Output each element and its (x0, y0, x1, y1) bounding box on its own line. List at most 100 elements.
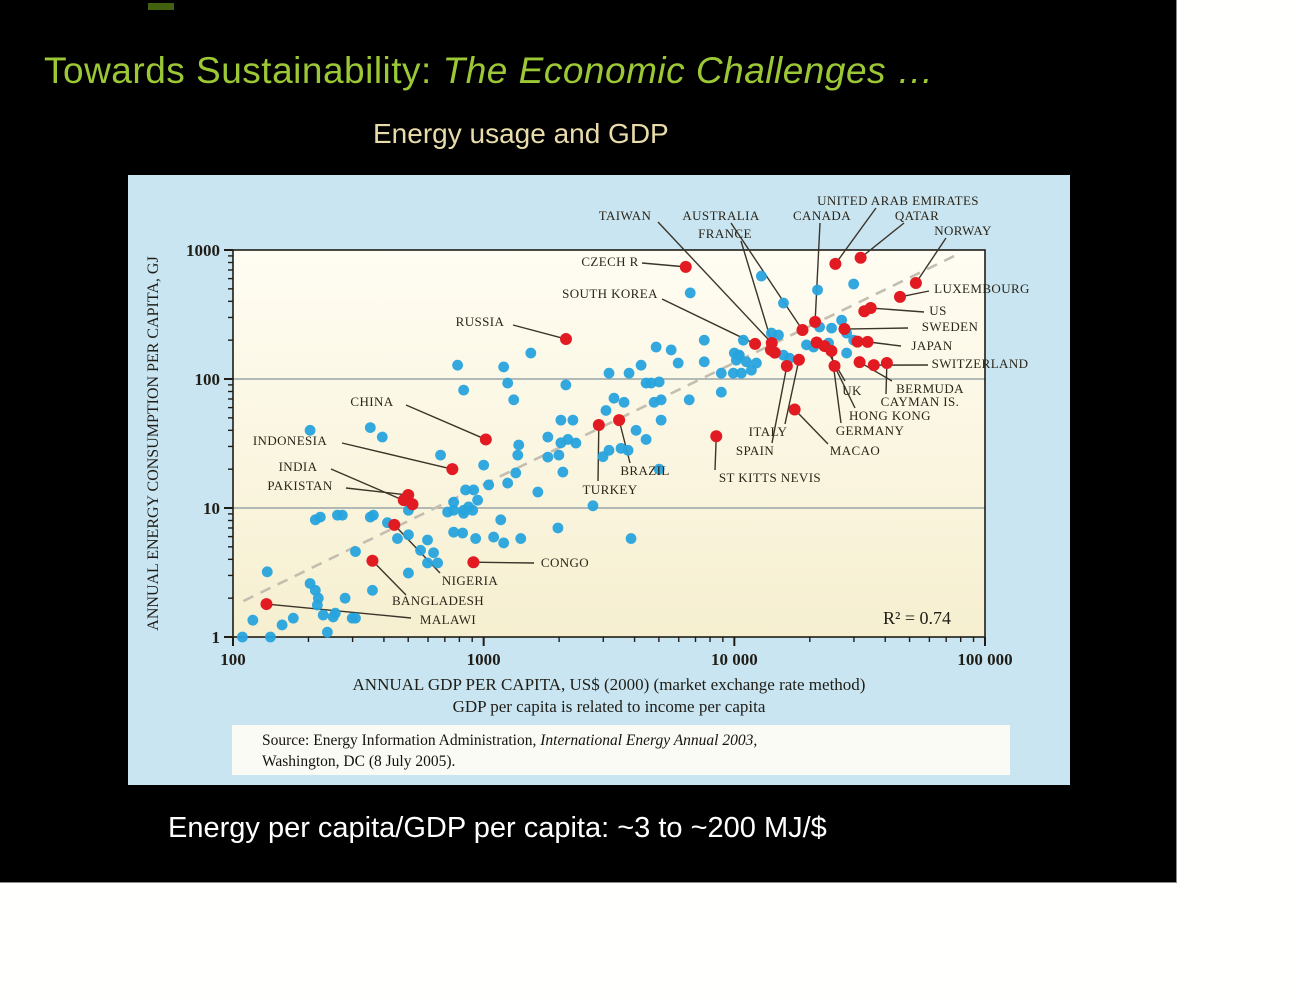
data-point-blue (287, 612, 299, 624)
country-label: LUXEMBOURG (934, 281, 1030, 296)
leader-line (860, 222, 905, 259)
data-point-blue (750, 357, 762, 369)
data-point-brazil (613, 414, 626, 427)
data-point-blue (470, 533, 482, 544)
data-point-blue (848, 278, 860, 290)
data-point-st-kitts-nevis (710, 430, 723, 443)
data-point-blue (653, 376, 665, 388)
data-point-france (768, 346, 781, 359)
data-point-blue (247, 614, 259, 626)
data-point-blue (698, 356, 710, 368)
data-point-blue (555, 414, 567, 426)
leader-line (915, 237, 947, 284)
data-point-blue (542, 431, 554, 443)
data-point-blue (756, 270, 767, 282)
country-label: GERMANY (836, 423, 905, 438)
country-label: JAPAN (911, 338, 952, 353)
country-label: UK (842, 383, 862, 398)
country-label: SOUTH KOREA (562, 286, 658, 301)
country-label: UNITED ARAB EMIRATES (817, 193, 979, 208)
data-point-blue (261, 566, 273, 578)
country-label: CONGO (541, 555, 589, 570)
data-point-blue (655, 394, 667, 406)
data-point-blue (597, 451, 609, 463)
x-tick-label: 100 000 (957, 650, 1012, 669)
data-point-pakistan (402, 489, 415, 502)
leader-line (618, 419, 631, 464)
data-point-united-arab-emirates (829, 257, 842, 270)
data-point-blue (415, 544, 426, 556)
x-axis-label: ANNUAL GDP PER CAPITA, US$ (2000) (marke… (353, 675, 866, 694)
data-point-turkey (592, 418, 605, 431)
data-point-blue (472, 494, 484, 506)
data-point-blue (730, 354, 742, 366)
leader-line (814, 222, 821, 322)
data-point-blue (553, 449, 565, 461)
data-point-blue (655, 414, 667, 426)
data-point-blue (683, 394, 695, 406)
leader-line (641, 262, 686, 268)
data-point-blue (460, 484, 471, 496)
data-point-blue (740, 356, 752, 368)
data-point-congo (467, 556, 480, 569)
chart-figure: 100 1000 10 000 100 000 1 10 100 1000 ANNUAL GDP… (128, 175, 1070, 785)
data-point-blue (532, 486, 544, 498)
data-point-blue (403, 529, 414, 541)
country-label: ITALY (749, 424, 788, 439)
data-point-spain (780, 360, 793, 373)
data-point-blue (836, 314, 848, 326)
leader-line (371, 560, 407, 596)
data-point-blue (623, 367, 635, 379)
leader-line (341, 442, 453, 470)
data-point-blue (468, 484, 480, 496)
leader-line (784, 359, 800, 425)
leader-line (657, 221, 773, 344)
data-point-blue (317, 609, 329, 621)
data-point-blue (495, 514, 507, 526)
data-point-china (479, 433, 492, 446)
data-point-blue (615, 442, 627, 454)
country-label: TURKEY (582, 482, 637, 497)
country-label: HONG KONG (849, 408, 931, 423)
country-label: CANADA (793, 208, 851, 223)
title-emphasis: The Economic Challenges … (431, 50, 935, 91)
data-point-blue (304, 424, 316, 436)
data-point-blue (339, 592, 351, 604)
data-point-blue (773, 329, 784, 341)
data-point-blue (515, 533, 527, 544)
data-point-qatar (854, 251, 867, 264)
data-point-blue (552, 522, 564, 534)
data-point-blue (364, 422, 376, 434)
x-tick-label: 10 000 (711, 650, 758, 669)
data-point-germany (825, 344, 838, 357)
data-point-blue (567, 414, 579, 426)
data-point-blue (276, 619, 288, 631)
data-point-blue (715, 367, 727, 379)
data-point-blue (684, 287, 696, 299)
country-label: QATAR (895, 208, 939, 223)
slide: Towards Sustainability: The Economic Cha… (0, 0, 1177, 883)
data-point-blue (422, 534, 433, 546)
data-point-russia (559, 333, 572, 346)
plot-frame (232, 249, 986, 638)
leader-line (844, 327, 909, 330)
data-point-blue (635, 359, 647, 371)
data-point-blue (467, 504, 479, 516)
data-point-blue (350, 612, 361, 624)
leader-line (473, 561, 535, 564)
data-point-blue (265, 631, 276, 643)
leader-line (834, 207, 877, 265)
country-label: MALAWI (420, 612, 476, 627)
data-point-sweden (838, 323, 851, 336)
source-text-line2: Washington, DC (8 July 2005). (262, 753, 455, 770)
data-point-blue (392, 533, 403, 544)
data-point-switzerland (867, 359, 880, 372)
y-tick-label: 100 (195, 370, 221, 389)
data-point-blue (715, 386, 727, 398)
data-point-blue (603, 367, 615, 379)
data-point-cayman-is- (880, 357, 893, 370)
data-point-blue (321, 626, 333, 638)
data-point-blue (630, 424, 642, 436)
chart-svg: 100 1000 10 000 100 000 1 10 100 1000 ANNUAL GDP… (145, 193, 1030, 775)
country-label: NORWAY (934, 223, 992, 238)
